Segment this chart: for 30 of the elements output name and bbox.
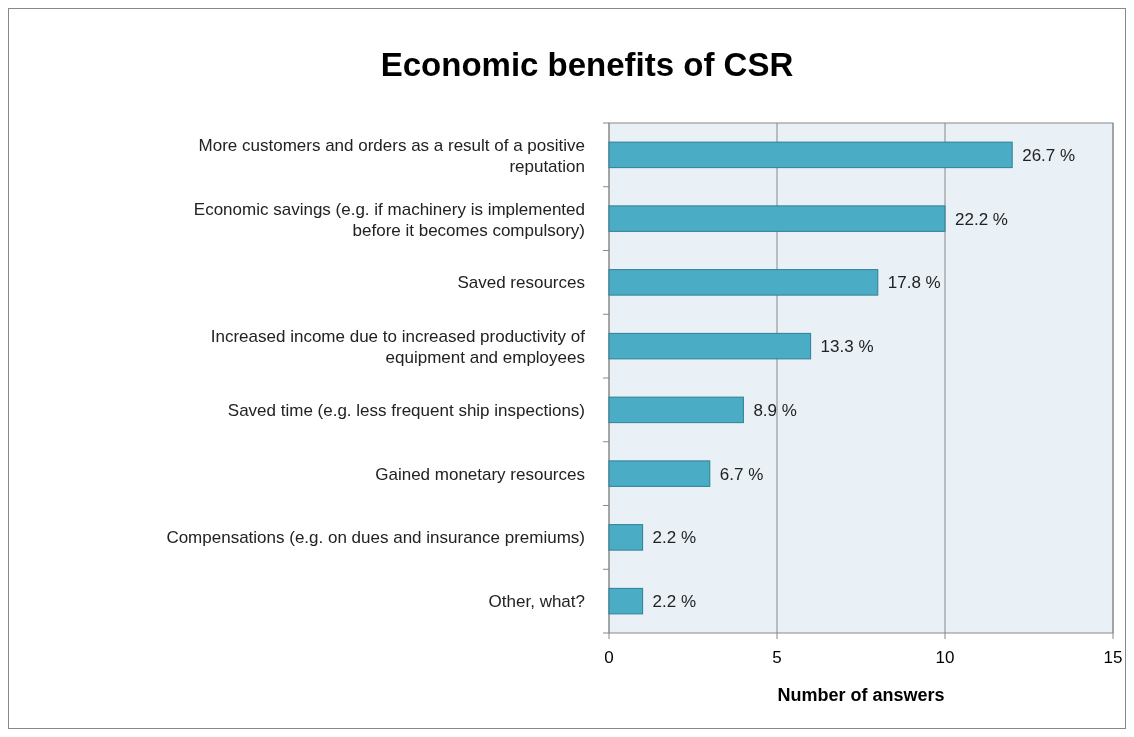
y-tick-label: Economic savings (e.g. if machinery is implemented before it becomes compulsory) [193,199,585,240]
annotation: 2.2 % [652,592,697,612]
bar [608,205,946,232]
annotation: 13.3 % [820,337,874,357]
annotation: 6.7 % [719,464,764,484]
y-tick-label: Other, what? [488,592,585,612]
bar [608,269,879,296]
x-tick-label: 10 [935,648,955,667]
annotation: 8.9 % [753,400,797,420]
y-tick-label: More customers and orders as a result of a positive reputation [198,135,585,176]
bar [608,524,644,551]
y-tick-label: Increased income due to increased productivity of equipment and employees [210,327,586,368]
bar [608,332,812,360]
y-tick-label: Saved resources [457,273,585,293]
x-tick-label: 0 [604,648,614,667]
y-tick-label: Gained monetary resources [375,464,585,484]
bar [608,396,744,424]
chart-title: Economic benefits of CSR [380,46,794,83]
x-tick-label: 5 [772,648,782,667]
annotation: 17.8 % [887,273,941,293]
x-tick-label: 15 [1103,648,1123,667]
annotation: 2.2 % [652,528,697,548]
bar [608,141,1013,169]
annotation: 26.7 % [1022,145,1076,165]
y-tick-label: Saved time (e.g. less frequent ship inspections) [227,400,585,420]
annotation: 22.2 % [955,209,1008,229]
x-axis-title: Number of answers [777,685,945,705]
bar [608,587,644,615]
y-tick-label: Compensations (e.g. on dues and insurance premiums) [166,528,585,548]
bar [608,460,711,487]
